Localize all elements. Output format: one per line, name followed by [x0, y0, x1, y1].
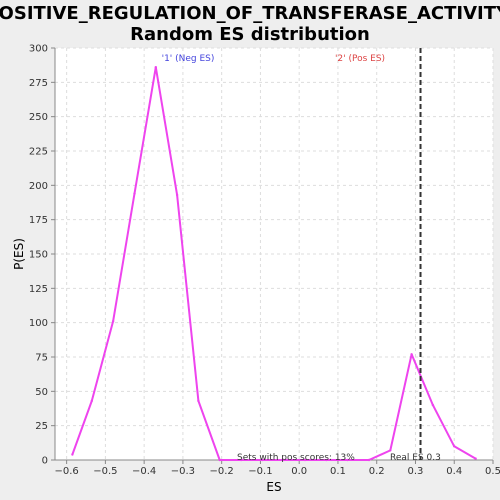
x-tick-label: −0.4 [132, 466, 156, 477]
x-tick-label: 0.1 [330, 466, 346, 477]
y-tick-label: 275 [29, 78, 48, 89]
x-tick-label: 0.4 [446, 466, 462, 477]
es-data-point [111, 320, 115, 323]
y-axis-label: P(ES) [12, 238, 26, 270]
x-tick-label: 0.0 [291, 466, 307, 477]
es-data-point [325, 458, 328, 462]
es-data-point [431, 403, 435, 407]
y-tick-label: 175 [29, 215, 48, 226]
x-tick-label: 0.2 [369, 466, 385, 477]
es-data-point [197, 399, 200, 403]
es-data-point [346, 458, 349, 462]
series-layer [71, 66, 477, 462]
es-distribution-line [71, 66, 477, 461]
pos-es-label: '2' (Pos ES) [335, 54, 385, 64]
x-tick-label: 0.5 [485, 466, 500, 477]
y-tick-label: 100 [29, 318, 48, 329]
x-tick-label: −0.1 [248, 466, 272, 477]
grid-lines [55, 47, 494, 461]
es-data-point [71, 453, 74, 456]
tick-labels: −0.6 −0.5 −0.4 −0.3 −0.2 −0.1 0.0 0.1 0.2 0.3 0.4 0… [29, 44, 500, 478]
y-tick-label: 0 [42, 456, 48, 467]
real-es-label: Real ES 0.3 [390, 453, 441, 463]
es-data-point [133, 192, 136, 195]
y-tick-label: 300 [29, 44, 48, 55]
es-data-point [154, 66, 157, 69]
es-data-point [239, 458, 243, 462]
es-data-point [90, 399, 94, 403]
es-data-point [410, 353, 413, 356]
x-tick-label: 0.3 [408, 466, 424, 477]
chart-title-line1: POSITIVE_REGULATION_OF_TRANSFERASE_ACTIV… [0, 3, 500, 24]
y-tick-label: 250 [29, 112, 48, 123]
neg-es-label: '1' (Neg ES) [162, 54, 215, 64]
sets-with-pos-label: Sets with pos scores: 13% [237, 453, 355, 463]
es-data-point [175, 193, 179, 197]
x-tick-label: −0.2 [210, 466, 234, 477]
y-tick-label: 50 [35, 387, 48, 398]
y-tick-label: 125 [29, 284, 48, 295]
es-data-point [303, 458, 307, 462]
x-tick-label: −0.3 [171, 466, 195, 477]
es-data-point [282, 458, 285, 462]
y-tick-label: 75 [35, 353, 48, 364]
x-axis-label: ES [266, 480, 281, 494]
x-tick-label: −0.6 [54, 466, 78, 477]
es-data-point [367, 458, 371, 462]
y-tick-label: 25 [35, 421, 48, 432]
es-data-point [218, 458, 221, 462]
es-data-point [389, 449, 392, 452]
es-data-point [474, 457, 477, 460]
y-tick-label: 150 [29, 250, 48, 261]
chart-title-line2: Random ES distribution [130, 24, 370, 45]
es-data-point [453, 445, 456, 448]
y-tick-label: 225 [29, 147, 48, 158]
x-tick-label: −0.5 [93, 466, 117, 477]
y-tick-label: 200 [29, 181, 48, 192]
es-data-point [261, 458, 264, 462]
